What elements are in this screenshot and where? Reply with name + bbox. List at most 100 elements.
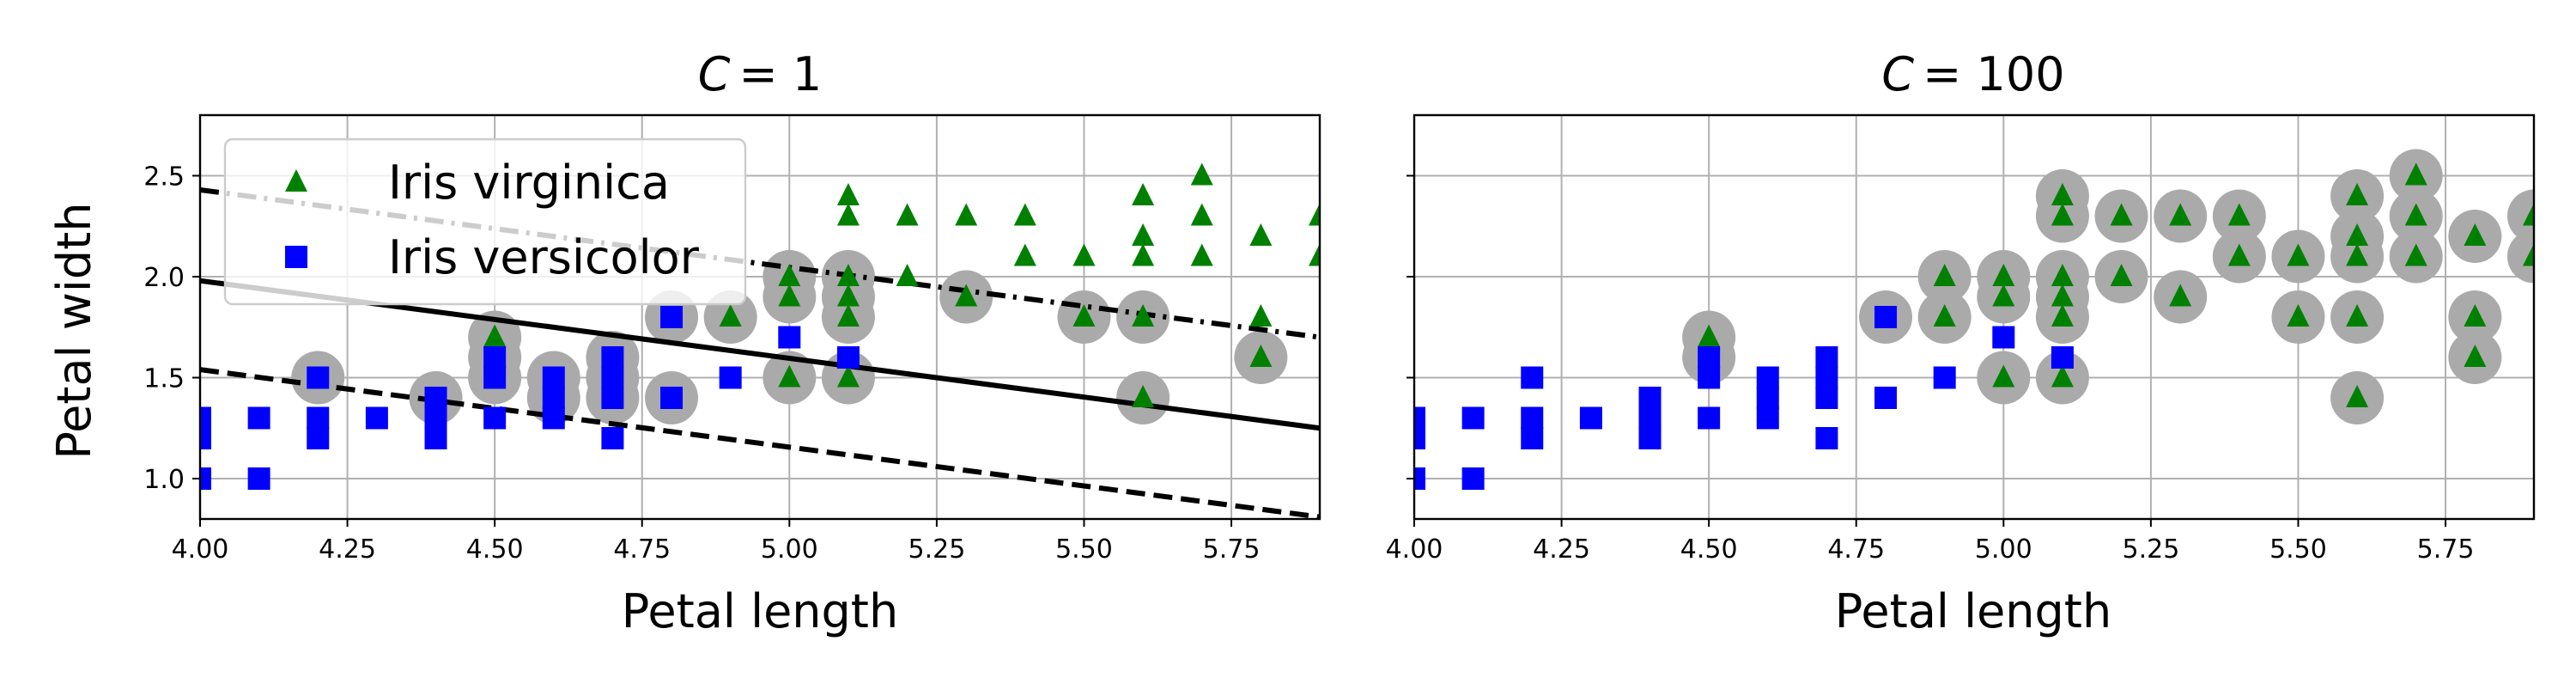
virginica-marker	[2287, 304, 2310, 327]
versicolor-marker	[1756, 406, 1779, 430]
virginica-marker	[483, 324, 507, 347]
versicolor-marker	[778, 326, 801, 349]
versicolor-marker	[483, 366, 507, 389]
virginica-marker	[1249, 223, 1273, 246]
virginica-marker	[1132, 223, 1155, 246]
versicolor-marker	[200, 406, 211, 430]
virginica-marker	[2523, 243, 2534, 266]
versicolor-marker	[542, 387, 565, 409]
virginica-marker	[1132, 183, 1155, 205]
virginica-marker	[836, 284, 860, 307]
versicolor-marker	[601, 366, 624, 389]
virginica-marker	[2227, 243, 2251, 266]
versicolor-marker	[1638, 387, 1662, 409]
legend: Iris virginica Iris versicolor	[223, 137, 747, 306]
panel-c1: C = 1 Petal length Petal width 4.00 4.25 4.…	[47, 47, 1321, 638]
versicolor-marker	[1521, 427, 1544, 449]
versicolor-marker	[1638, 427, 1662, 449]
virginica-marker	[2169, 203, 2192, 226]
virginica-marker	[1992, 284, 2015, 307]
virginica-marker	[2523, 203, 2534, 226]
virginica-marker	[2464, 223, 2487, 246]
versicolor-marker	[307, 406, 330, 430]
virginica-marker	[2346, 304, 2369, 327]
virginica-marker	[2050, 304, 2074, 327]
x-tick-label: 4.00	[172, 534, 229, 565]
versicolor-marker	[2050, 346, 2074, 369]
versicolor-marker	[1698, 346, 1721, 369]
virginica-marker	[1992, 364, 2015, 388]
y-axis-label: Petal width	[47, 202, 101, 459]
versicolor-marker	[660, 306, 683, 328]
panel-title: C = 100	[1881, 47, 2064, 101]
virginica-marker	[1249, 304, 1273, 327]
plot-area: 4.00 4.25 4.50 4.75 5.00 5.25 5.50 5.75	[1386, 113, 2536, 565]
panel-c100: C = 100 Petal length 4.00 4.25 4.50 4.75 5.00…	[1386, 47, 2536, 638]
versicolor-marker	[1414, 427, 1425, 449]
legend-box	[223, 137, 747, 306]
x-tick-label: 4.75	[613, 534, 671, 565]
versicolor-marker	[1874, 387, 1898, 409]
virginica-marker	[778, 284, 801, 307]
virginica-marker	[1933, 264, 1956, 286]
virginica-marker	[836, 183, 860, 205]
x-tick-label: 4.50	[466, 534, 524, 565]
virginica-marker	[1933, 304, 1956, 327]
x-tick-label: 4.25	[1533, 534, 1590, 565]
support-vector-halo	[2507, 189, 2534, 243]
versicolor-marker	[1756, 387, 1779, 409]
versicolor-marker	[1874, 306, 1898, 328]
legend-versicolor-marker	[285, 246, 307, 268]
versicolor-marker	[542, 366, 565, 389]
axes-frame	[1413, 113, 2536, 521]
virginica-marker	[1992, 264, 2015, 286]
versicolor-marker	[1461, 406, 1485, 430]
virginica-marker	[836, 264, 860, 286]
y-tick-label: 2.5	[143, 162, 185, 192]
virginica-marker	[1698, 324, 1721, 347]
virginica-marker	[2050, 183, 2074, 205]
y-tick-label: 1.5	[143, 364, 185, 394]
virginica-marker	[2464, 304, 2487, 327]
versicolor-marker	[483, 346, 507, 369]
versicolor-marker	[307, 366, 330, 389]
x-axis-label: Petal length	[1835, 584, 2111, 638]
x-tick-label: 4.50	[1680, 534, 1738, 565]
virginica-marker	[2404, 203, 2427, 226]
virginica-marker	[896, 264, 919, 286]
versicolor-marker	[719, 366, 742, 389]
virginica-marker	[1132, 385, 1155, 407]
virginica-marker	[2346, 385, 2369, 407]
virginica-marker	[1072, 243, 1096, 266]
versicolor-marker	[1414, 406, 1425, 430]
x-tick-label: 5.00	[761, 534, 818, 565]
virginica-marker	[1072, 304, 1096, 327]
virginica-marker	[836, 304, 860, 327]
versicolor-marker	[601, 387, 624, 409]
virginica-marker	[836, 364, 860, 388]
virginica-marker	[2050, 284, 2074, 307]
versicolor-marker	[1815, 366, 1838, 389]
margin-lower-line	[200, 367, 1320, 519]
virginica-marker	[1132, 243, 1155, 266]
virginica-marker	[2110, 264, 2133, 286]
x-axis-label: Petal length	[622, 584, 898, 638]
x-tick-label: 4.00	[1386, 534, 1443, 565]
virginica-marker	[2050, 264, 2074, 286]
virginica-marker	[955, 284, 978, 307]
versicolor-marker	[601, 427, 624, 449]
virginica-marker	[1190, 203, 1213, 226]
virginica-marker	[896, 203, 919, 226]
legend-label: Iris virginica	[388, 156, 670, 210]
virginica-marker	[2050, 203, 2074, 226]
virginica-marker	[2287, 243, 2310, 266]
axes-frame	[198, 113, 1321, 521]
virginica-marker	[2169, 284, 2192, 307]
versicolor-marker	[542, 406, 565, 430]
virginica-marker	[1013, 243, 1036, 266]
versicolor-marker	[1698, 406, 1721, 430]
x-tick-label: 4.75	[1827, 534, 1885, 565]
versicolor-marker	[1579, 406, 1602, 430]
x-tick-label: 5.75	[2417, 534, 2475, 565]
